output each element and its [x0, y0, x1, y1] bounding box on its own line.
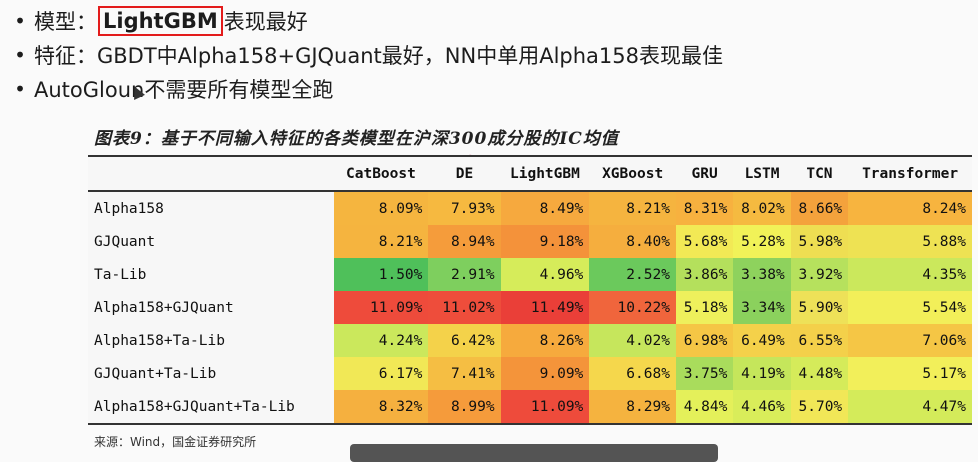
bullet-model-prefix: 模型：: [34, 10, 97, 34]
ic-value-cell: 5.18%: [675, 291, 734, 324]
bullet-feature-text: 特征：GBDT中Alpha158+GJQuant最好，NN中单用Alpha158…: [34, 44, 723, 68]
ic-value-cell: 6.42%: [428, 324, 501, 357]
ic-value-cell: 8.21%: [333, 225, 429, 258]
bullet-model: • 模型： LightGBM 表现最好: [6, 4, 723, 38]
ic-value-cell: 5.17%: [848, 357, 972, 390]
ic-value-cell: 5.68%: [675, 225, 734, 258]
ic-value-cell: 4.02%: [589, 324, 676, 357]
ic-value-cell: 6.17%: [333, 357, 429, 390]
ic-value-cell: 11.09%: [333, 291, 429, 324]
bullet-list: • 模型： LightGBM 表现最好 • 特征：GBDT中Alpha158+G…: [6, 4, 723, 106]
ic-value-cell: 11.02%: [428, 291, 501, 324]
ic-value-cell: 5.88%: [848, 225, 972, 258]
ic-value-cell: 4.46%: [733, 390, 791, 425]
ic-value-cell: 4.84%: [675, 390, 734, 425]
ic-value-cell: 3.75%: [675, 357, 734, 390]
ic-value-cell: 4.19%: [733, 357, 791, 390]
ic-value-cell: 3.92%: [790, 258, 849, 291]
header-cell-gru: GRU: [675, 155, 734, 192]
row-label: Alpha158: [88, 191, 334, 225]
table-caption: 图表9：基于不同输入特征的各类模型在沪深300成分股的IC均值: [94, 129, 619, 149]
ic-value-cell: 8.66%: [790, 191, 849, 225]
bullet-model-suffix: 表现最好: [223, 10, 308, 34]
bullet-feature: • 特征：GBDT中Alpha158+GJQuant最好，NN中单用Alpha1…: [6, 38, 723, 72]
highlight-box-lightgbm: LightGBM: [98, 6, 223, 36]
row-label: Alpha158+GJQuant+Ta-Lib: [88, 390, 334, 425]
ic-value-cell: 5.54%: [848, 291, 972, 324]
ic-value-cell: 5.70%: [790, 390, 849, 425]
ic-value-cell: 3.86%: [675, 258, 734, 291]
header-cell-lstm: LSTM: [733, 155, 791, 192]
table-row: Alpha158+GJQuant 11.09% 11.02% 11.49% 10.22%…: [88, 291, 972, 324]
ic-value-cell: 2.91%: [428, 258, 501, 291]
table-row: Alpha158+GJQuant+Ta-Lib 8.32% 8.99% 11.09% 8…: [88, 390, 972, 425]
ic-value-cell: 4.47%: [848, 390, 972, 425]
table-row: Alpha158 8.09% 7.93% 8.49% 8.21% 8.31% 8.02% 8.…: [88, 191, 972, 225]
table-header-row: CatBoost DE LightGBM XGBoost GRU LSTM TC…: [88, 155, 972, 192]
ic-value-cell: 4.35%: [848, 258, 972, 291]
table-row: Alpha158+Ta-Lib 4.24% 6.42% 8.26% 4.02% 6.98%…: [88, 324, 972, 357]
header-cell-de: DE: [428, 155, 501, 192]
ic-value-cell: 8.21%: [589, 191, 676, 225]
ic-value-cell: 8.49%: [500, 191, 590, 225]
row-label: GJQuant: [88, 225, 334, 258]
header-cell-catboost: CatBoost: [333, 155, 429, 192]
header-cell-corner: [88, 155, 334, 192]
ic-value-cell: 4.48%: [790, 357, 849, 390]
ic-value-cell: 8.29%: [589, 390, 676, 425]
ic-value-cell: 8.99%: [428, 390, 501, 425]
source-note: 来源：Wind，国金证券研究所: [94, 435, 257, 449]
bullet-autogluon: • AutoGloun不需要所有模型全跑: [6, 72, 723, 106]
table-body: Alpha158 8.09% 7.93% 8.49% 8.21% 8.31% 8.02% 8.…: [88, 191, 972, 425]
row-label: GJQuant+Ta-Lib: [88, 357, 334, 390]
row-label: Alpha158+GJQuant: [88, 291, 334, 324]
ic-value-cell: 7.41%: [428, 357, 501, 390]
ic-value-cell: 6.98%: [675, 324, 734, 357]
ic-value-cell: 11.09%: [500, 390, 590, 425]
ic-value-cell: 8.09%: [333, 191, 429, 225]
ic-value-cell: 7.06%: [848, 324, 972, 357]
ic-value-cell: 3.38%: [733, 258, 791, 291]
ic-value-cell: 6.68%: [589, 357, 676, 390]
ic-value-cell: 5.98%: [790, 225, 849, 258]
ic-value-cell: 8.40%: [589, 225, 676, 258]
bullet-dot: •: [14, 43, 26, 67]
bullet-dot: •: [14, 77, 26, 101]
header-cell-lightgbm: LightGBM: [500, 155, 590, 192]
ic-value-cell: 8.24%: [848, 191, 972, 225]
bullet-autogluon-text: AutoGloun不需要所有模型全跑: [34, 78, 334, 102]
ic-value-cell: 8.94%: [428, 225, 501, 258]
row-label: Ta-Lib: [88, 258, 334, 291]
table-row: GJQuant+Ta-Lib 6.17% 7.41% 9.09% 6.68% 3.75% 4…: [88, 357, 972, 390]
ic-value-cell: 6.49%: [733, 324, 791, 357]
ic-value-cell: 9.09%: [500, 357, 590, 390]
header-cell-xgboost: XGBoost: [589, 155, 676, 192]
ic-value-cell: 1.50%: [333, 258, 429, 291]
ic-value-cell: 4.96%: [500, 258, 590, 291]
row-label: Alpha158+Ta-Lib: [88, 324, 334, 357]
ic-value-cell: 5.28%: [733, 225, 791, 258]
ic-value-cell: 3.34%: [733, 291, 791, 324]
ic-value-cell: 8.26%: [500, 324, 590, 357]
header-cell-transformer: Transformer: [848, 155, 972, 192]
ic-value-cell: 6.55%: [790, 324, 849, 357]
ic-value-cell: 8.32%: [333, 390, 429, 425]
ic-value-cell: 8.02%: [733, 191, 791, 225]
ic-value-cell: 10.22%: [589, 291, 676, 324]
table-row: Ta-Lib 1.50% 2.91% 4.96% 2.52% 3.86% 3.38% 3.92…: [88, 258, 972, 291]
ic-value-cell: 5.90%: [790, 291, 849, 324]
header-cell-tcn: TCN: [790, 155, 849, 192]
ic-value-cell: 2.52%: [589, 258, 676, 291]
ic-value-cell: 7.93%: [428, 191, 501, 225]
video-subtitle-bar: [350, 444, 718, 462]
ic-value-cell: 11.49%: [500, 291, 590, 324]
ic-value-cell: 4.24%: [333, 324, 429, 357]
table-row: GJQuant 8.21% 8.94% 9.18% 8.40% 5.68% 5.28% 5.9…: [88, 225, 972, 258]
ic-value-cell: 9.18%: [500, 225, 590, 258]
bullet-dot: •: [14, 9, 26, 33]
ic-table-container: CatBoost DE LightGBM XGBoost GRU LSTM TC…: [88, 155, 972, 425]
bullet-model-text: 模型： LightGBM 表现最好: [34, 6, 308, 36]
ic-table: CatBoost DE LightGBM XGBoost GRU LSTM TC…: [88, 155, 972, 425]
ic-value-cell: 8.31%: [675, 191, 734, 225]
